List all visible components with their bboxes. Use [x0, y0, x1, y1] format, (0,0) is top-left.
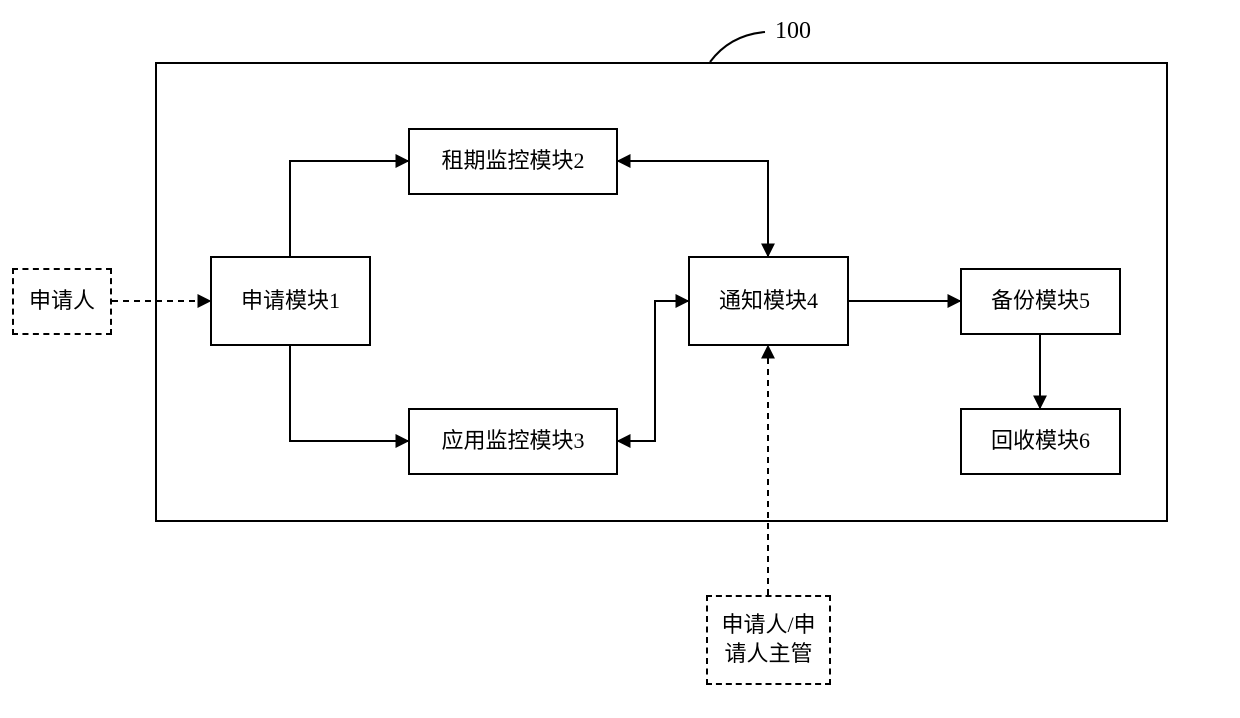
node-lease-monitor: 租期监控模块2 — [408, 128, 618, 195]
node-recycle-module: 回收模块6 — [960, 408, 1121, 475]
node-apply-module: 申请模块1 — [210, 256, 371, 346]
node-backup-label: 备份模块5 — [991, 287, 1090, 316]
node-manager: 申请人/申 请人主管 — [706, 595, 831, 685]
node-applicant-label: 申请人 — [29, 287, 95, 316]
container-pointer-curve — [710, 32, 765, 62]
node-recycle-label: 回收模块6 — [991, 427, 1090, 456]
node-applicant: 申请人 — [12, 268, 112, 335]
node-app-label: 应用监控模块3 — [441, 427, 584, 456]
node-backup-module: 备份模块5 — [960, 268, 1121, 335]
node-lease-label: 租期监控模块2 — [441, 147, 584, 176]
node-apply-label: 申请模块1 — [241, 287, 340, 316]
node-manager-label: 申请人/申 请人主管 — [721, 611, 815, 668]
node-notify-module: 通知模块4 — [688, 256, 849, 346]
node-app-monitor: 应用监控模块3 — [408, 408, 618, 475]
node-notify-label: 通知模块4 — [719, 287, 818, 316]
container-label: 100 — [775, 18, 811, 45]
